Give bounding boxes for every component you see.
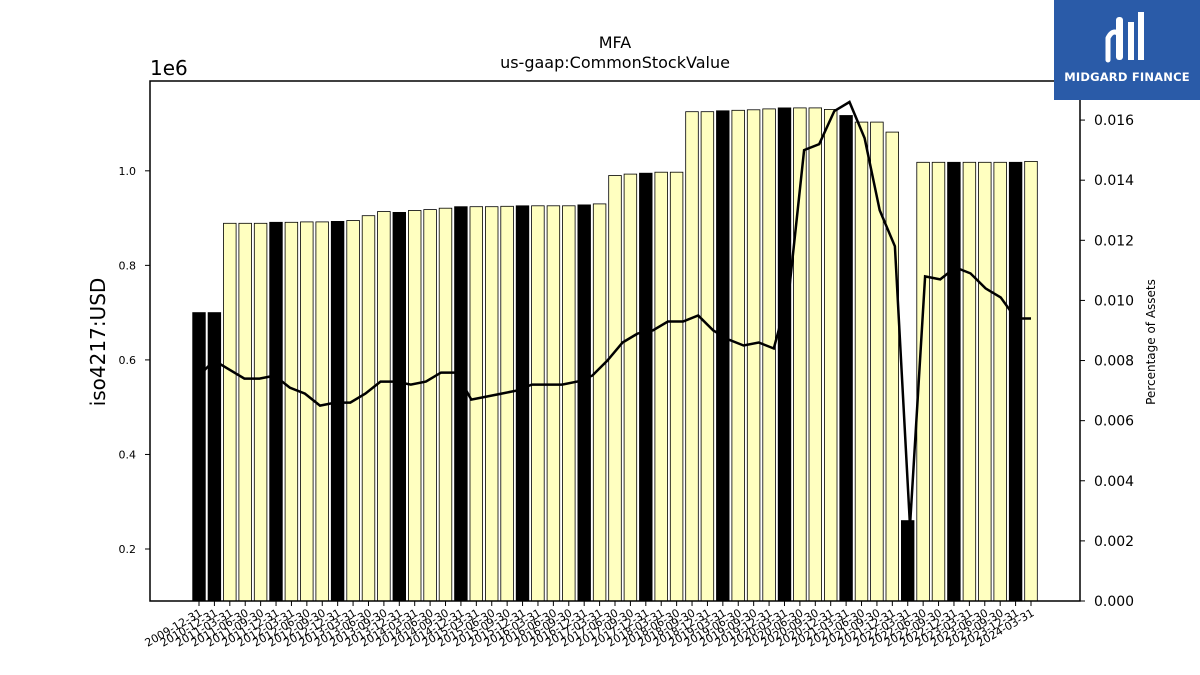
y2-tick-label: 0.002 — [1094, 534, 1134, 550]
y-tick-label: 1.0 — [119, 165, 137, 178]
bar — [885, 131, 900, 602]
bar-series — [192, 107, 1038, 602]
bar — [484, 206, 499, 602]
bar — [438, 207, 453, 602]
bar — [716, 110, 730, 602]
bar — [1008, 161, 1023, 602]
bar — [192, 312, 206, 602]
bar — [669, 171, 684, 602]
bar — [423, 209, 437, 602]
y2-tick-label: 0.014 — [1094, 173, 1134, 189]
bar — [947, 161, 961, 602]
y2-tick-label: 0.008 — [1094, 354, 1134, 370]
bar — [685, 111, 699, 602]
y-tick-label: 0.2 — [119, 543, 137, 556]
bar — [731, 109, 745, 602]
bar — [546, 205, 561, 602]
bar — [562, 205, 576, 602]
bar — [515, 205, 530, 602]
bar — [315, 221, 329, 602]
chart-title: MFA — [599, 33, 632, 52]
y-axis-offset-label: 1e6 — [150, 56, 188, 80]
y2-tick-label: 0.012 — [1094, 233, 1134, 249]
bar — [639, 172, 653, 602]
y2-tick-label: 0.000 — [1094, 594, 1134, 610]
x-axis-ticks: 2009-12-312010-12-312011-03-312011-06-30… — [143, 601, 1037, 650]
bar — [854, 121, 869, 602]
y-tick-label: 0.6 — [119, 354, 137, 367]
y2-tick-label: 0.016 — [1094, 113, 1134, 129]
logo-mark-icon — [1105, 12, 1144, 63]
bar — [361, 215, 376, 602]
bar — [577, 204, 591, 602]
bar — [300, 221, 314, 602]
y-tick-label: 0.8 — [119, 259, 137, 272]
midgard-finance-logo: MIDGARD FINANCE — [1054, 0, 1200, 100]
bar — [469, 206, 484, 602]
y-tick-label: 0.4 — [119, 448, 137, 461]
y2-tick-label: 0.004 — [1094, 474, 1134, 490]
bar — [392, 211, 407, 602]
bar — [377, 211, 391, 602]
bar — [592, 203, 607, 602]
bar — [993, 161, 1007, 602]
bar — [330, 220, 345, 602]
bar — [238, 222, 252, 602]
chart-subtitle: us-gaap:CommonStockValue — [500, 53, 730, 72]
bar — [700, 111, 715, 602]
bar — [777, 107, 792, 602]
bar — [746, 109, 761, 602]
bar — [253, 222, 268, 602]
y-axis-label: iso4217:USD — [86, 278, 110, 407]
y-axis-ticks: 0.2 0.4 0.6 0.8 1.0 — [119, 165, 150, 556]
bar — [284, 221, 299, 602]
bar — [608, 175, 622, 602]
bar — [1024, 160, 1038, 602]
bar — [500, 205, 514, 602]
y2-tick-label: 0.006 — [1094, 414, 1134, 430]
bar — [824, 109, 838, 602]
bar — [962, 161, 977, 602]
logo-text: MIDGARD FINANCE — [1064, 70, 1190, 84]
bar — [223, 222, 237, 602]
bar — [454, 206, 468, 602]
line-series — [198, 100, 1031, 526]
y2-tick-label: 0.010 — [1094, 293, 1134, 309]
bar — [654, 171, 668, 602]
bar — [901, 520, 915, 602]
bar — [531, 205, 545, 602]
bar — [407, 210, 422, 602]
bar — [346, 220, 360, 602]
y2-axis-ticks: 0.000 0.002 0.004 0.006 0.008 0.010 0.012 0.014… — [1080, 113, 1134, 610]
bar — [931, 161, 946, 602]
y2-axis-label: Percentage of Assets — [1144, 279, 1158, 405]
percent-of-assets-line — [198, 100, 1031, 526]
bar — [839, 115, 853, 602]
bar — [978, 161, 992, 602]
bar — [762, 108, 776, 602]
bar — [623, 173, 638, 602]
bar — [207, 312, 222, 602]
bar — [808, 107, 823, 602]
bar — [269, 221, 283, 602]
